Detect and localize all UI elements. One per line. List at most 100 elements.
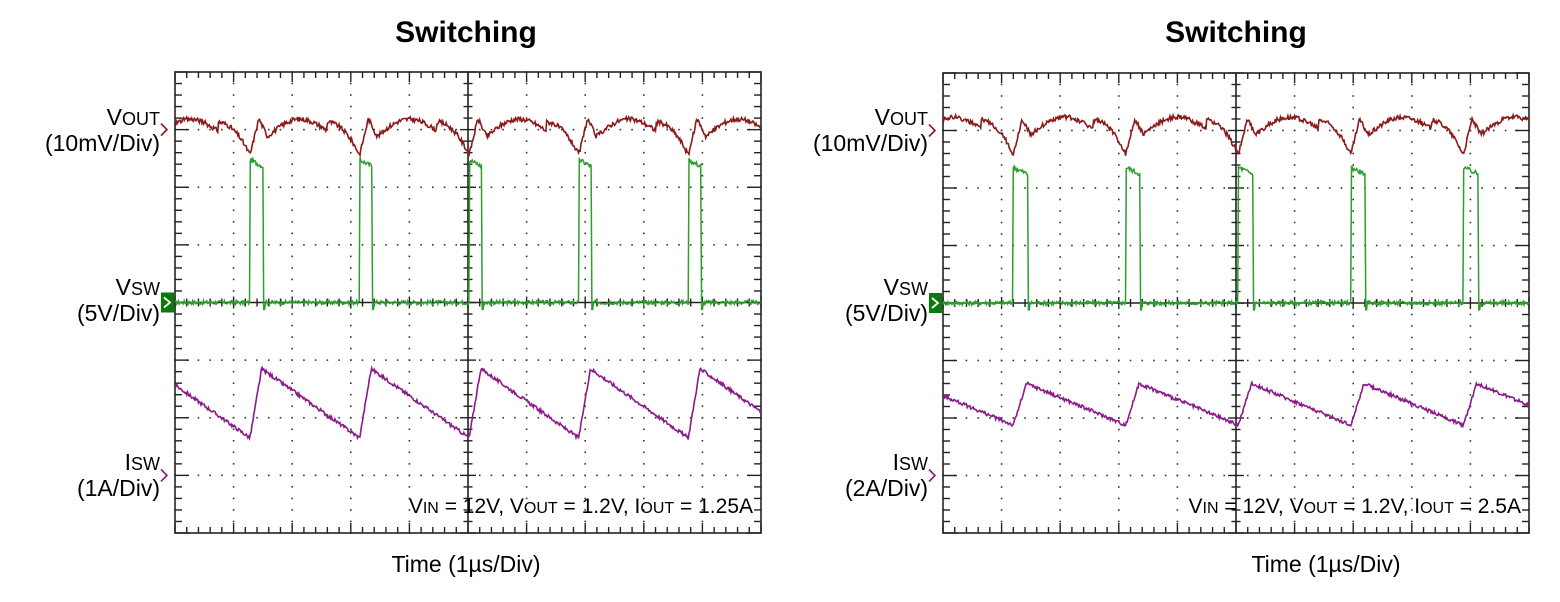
grid-dot xyxy=(350,255,352,258)
grid-dot xyxy=(232,221,235,223)
grid-dot xyxy=(572,359,575,361)
grid-dot xyxy=(1293,509,1296,511)
grid-dot xyxy=(314,128,317,131)
grid-dot xyxy=(232,509,235,511)
grid-dot xyxy=(291,463,293,465)
grid-dot xyxy=(1469,164,1472,166)
grid-dot xyxy=(514,359,516,361)
grid-dot xyxy=(1469,313,1472,316)
grid-dot xyxy=(291,244,293,246)
grid-dot xyxy=(338,128,340,131)
grid-dot xyxy=(1411,325,1413,327)
grid-dot xyxy=(1082,359,1085,362)
scope-plot: VIN = 12V, VOUT = 1.2V, IOUT = 2.5A xyxy=(928,72,1530,534)
grid-dot xyxy=(1469,520,1472,523)
grid-dot xyxy=(643,313,645,315)
grid-dot xyxy=(1469,187,1472,189)
grid-dot xyxy=(1469,497,1472,500)
grid-dot xyxy=(1411,279,1413,281)
grid-dot xyxy=(443,186,446,189)
grid-dot xyxy=(291,105,293,108)
annotation-part: V xyxy=(409,495,423,518)
grid-dot xyxy=(326,244,329,246)
grid-dot xyxy=(1469,440,1472,442)
grid-dot xyxy=(267,186,270,189)
grid-dot xyxy=(525,117,528,119)
grid-dot xyxy=(1411,221,1413,224)
grid-dot xyxy=(1059,290,1061,293)
grid-dot xyxy=(965,417,968,419)
grid-dot xyxy=(1047,474,1050,477)
grid-dot xyxy=(373,186,376,189)
vout-scale: (10mV/Div) xyxy=(812,130,928,156)
grid-dot xyxy=(420,474,422,477)
grid-dot xyxy=(244,186,247,189)
grid-dot xyxy=(1118,106,1120,109)
grid-dot xyxy=(1282,474,1284,477)
grid-dot xyxy=(1469,244,1472,247)
grid-dot xyxy=(701,428,704,431)
vout-ground-marker-icon xyxy=(160,123,169,137)
grid-dot xyxy=(1188,129,1190,132)
grid-dot xyxy=(232,209,235,212)
grid-dot xyxy=(1352,152,1354,155)
grid-dot xyxy=(291,474,293,477)
grid-dot xyxy=(701,290,704,292)
grid-dot xyxy=(549,128,551,131)
grid-dot xyxy=(232,232,235,235)
grid-dot xyxy=(1469,152,1472,155)
grid-dot xyxy=(232,82,235,85)
grid-dot xyxy=(291,151,293,154)
grid-dot xyxy=(643,82,645,85)
grid-dot xyxy=(701,151,704,154)
grid-dot xyxy=(643,151,645,154)
grid-dot xyxy=(965,244,968,247)
grid-dot xyxy=(1258,417,1261,419)
grid-dot xyxy=(977,359,979,362)
grid-dot xyxy=(1059,474,1061,477)
grid-dot xyxy=(1000,198,1003,201)
grid-dot xyxy=(350,324,352,327)
grid-dot xyxy=(1411,405,1413,408)
grid-dot xyxy=(1153,244,1155,247)
grid-dot xyxy=(291,382,293,384)
grid-dot xyxy=(1305,187,1308,189)
grid-dot xyxy=(1000,382,1003,385)
grid-dot xyxy=(1352,83,1354,86)
grid-dot xyxy=(1000,359,1003,362)
grid-dot xyxy=(666,416,669,419)
grid-dot xyxy=(1000,106,1003,109)
grid-dot xyxy=(1035,187,1038,189)
grid-dot xyxy=(256,244,258,246)
grid-dot xyxy=(643,440,645,442)
grid-dot xyxy=(1059,95,1061,97)
grid-dot xyxy=(232,244,235,246)
grid-dot xyxy=(338,244,340,246)
grid-dot xyxy=(549,186,551,189)
chart-panel-left: Switching VOUT (10mV/Div) VSW (5V/Div) I… xyxy=(45,16,762,577)
grid-dot xyxy=(1059,486,1061,488)
grid-dot xyxy=(209,474,211,477)
annotation-part: V xyxy=(1189,495,1203,518)
grid-dot xyxy=(701,336,704,338)
grid-dot xyxy=(1118,348,1120,350)
grid-dot xyxy=(1270,474,1272,477)
grid-dot xyxy=(525,290,528,292)
grid-dot xyxy=(643,255,645,258)
grid-dot xyxy=(1469,175,1472,178)
grid-dot xyxy=(1305,244,1308,247)
grid-dot xyxy=(1164,417,1167,419)
grid-dot xyxy=(1071,187,1073,189)
grid-dot xyxy=(1411,359,1413,362)
grid-dot xyxy=(408,416,411,419)
grid-dot xyxy=(1118,129,1120,132)
grid-dot xyxy=(232,497,235,500)
grid-dot xyxy=(1071,359,1073,362)
grid-dot xyxy=(338,416,340,419)
grid-dot xyxy=(1411,83,1413,86)
grid-dot xyxy=(1000,141,1003,143)
grid-dot xyxy=(455,128,458,131)
grid-dot xyxy=(1118,279,1120,281)
grid-dot xyxy=(525,163,528,165)
chart-title: Switching xyxy=(1165,16,1307,49)
